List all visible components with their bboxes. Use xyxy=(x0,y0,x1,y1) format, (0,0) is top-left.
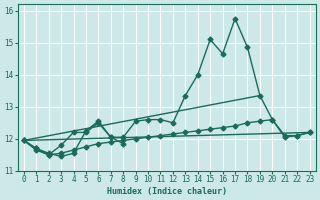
X-axis label: Humidex (Indice chaleur): Humidex (Indice chaleur) xyxy=(107,187,227,196)
